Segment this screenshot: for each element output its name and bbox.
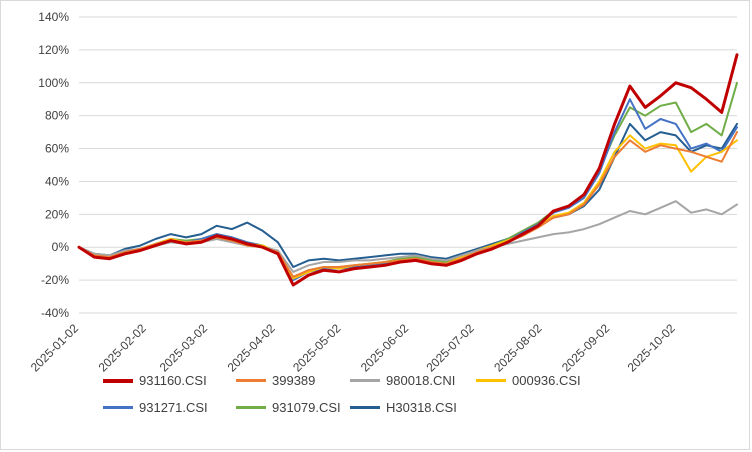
- y-tick-label: -20%: [41, 273, 69, 287]
- y-tick-label: 40%: [45, 174, 69, 188]
- legend-item-931271.CSI: 931271.CSI: [103, 400, 236, 415]
- x-tick-label: 2025-06-02: [358, 321, 412, 373]
- legend-line-marker: [476, 379, 506, 382]
- series-line-931160.CSI: [77, 53, 739, 287]
- legend-line-marker: [103, 378, 133, 383]
- x-tick-label: 2025-04-02: [225, 321, 279, 373]
- x-tick-label: 2025-10-02: [625, 321, 679, 373]
- series-line-399389: [78, 131, 738, 278]
- legend-item-931079.CSI: 931079.CSI: [236, 400, 350, 415]
- legend-label: 931160.CSI: [139, 373, 207, 388]
- y-axis-labels: 140% 120% 100% 80% 60% 40% 20% 0% -20% -40%: [38, 10, 69, 320]
- legend-item-399389: 399389: [236, 373, 350, 388]
- y-tick-label: 100%: [38, 76, 69, 90]
- line-chart: 140%120%100%80%60%40%20%0%-20%-40%2025-0…: [28, 10, 739, 373]
- x-tick-label: 2025-08-02: [491, 321, 545, 373]
- chart-legend: 931160.CSI 399389 980018.CNI 000936.CSI 9312…: [1, 373, 749, 415]
- y-tick-label: 140%: [38, 10, 69, 24]
- legend-label: 931079.CSI: [272, 400, 341, 415]
- legend-label: 931271.CSI: [139, 400, 208, 415]
- x-tick-label: 2025-07-02: [423, 321, 477, 373]
- legend-line-marker: [350, 379, 380, 382]
- x-tick-label: 2025-01-02: [28, 321, 82, 373]
- x-axis-labels: 2025-01-02 2025-02-02 2025-03-02 2025-04-02…: [28, 321, 678, 373]
- y-tick-label: 0%: [52, 240, 70, 254]
- legend-label: H30318.CSI: [386, 400, 457, 415]
- legend-line-marker: [236, 379, 266, 382]
- x-tick-label: 2025-02-02: [96, 321, 150, 373]
- series-lines: [77, 53, 739, 287]
- legend-line-marker: [103, 406, 133, 409]
- gridlines: [79, 16, 737, 314]
- legend-item-931160.CSI: 931160.CSI: [103, 373, 236, 388]
- series-line-H30318.CSI: [78, 122, 738, 268]
- x-tick-label: 2025-05-02: [290, 321, 344, 373]
- legend-item-H30318.CSI: H30318.CSI: [350, 400, 476, 415]
- legend-item-980018.CNI: 980018.CNI: [350, 373, 476, 388]
- y-tick-label: 60%: [45, 142, 69, 156]
- y-tick-label: -40%: [41, 306, 69, 320]
- legend-line-marker: [350, 406, 380, 409]
- legend-line-marker: [236, 406, 266, 409]
- legend-label: 000936.CSI: [512, 373, 581, 388]
- y-tick-label: 80%: [45, 109, 69, 123]
- legend-label: 980018.CNI: [386, 373, 456, 388]
- legend-label: 399389: [272, 373, 316, 388]
- y-tick-label: 20%: [45, 207, 69, 221]
- y-tick-label: 120%: [38, 43, 69, 57]
- series-line-931079.CSI: [78, 81, 738, 280]
- x-tick-label: 2025-03-02: [157, 321, 211, 373]
- legend-item-000936.CSI: 000936.CSI: [476, 373, 749, 388]
- x-tick-label: 2025-09-02: [559, 321, 613, 373]
